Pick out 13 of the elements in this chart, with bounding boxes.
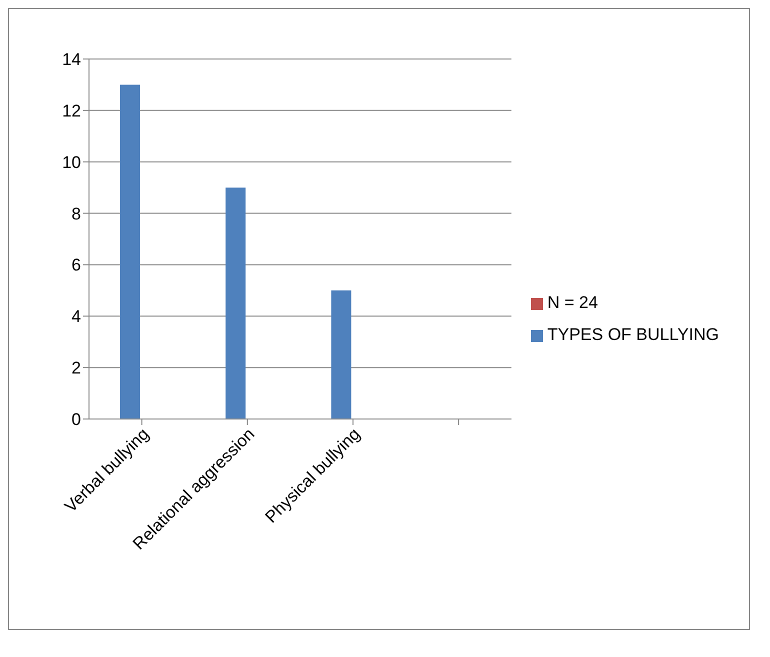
bar [331, 290, 352, 419]
y-tick-label: 6 [72, 256, 81, 275]
y-tick-label: 14 [62, 50, 81, 70]
legend-label: N = 24 [547, 293, 598, 312]
bar [120, 84, 140, 419]
y-tick-label: 12 [62, 101, 81, 120]
y-tick-label: 2 [72, 358, 81, 378]
y-tick-label: 8 [72, 204, 81, 224]
legend-label: TYPES OF BULLYING [547, 325, 719, 344]
bar [226, 188, 246, 419]
y-tick-label: 4 [72, 307, 81, 326]
y-tick-label: 0 [72, 410, 81, 430]
y-tick-label: 10 [62, 152, 81, 172]
